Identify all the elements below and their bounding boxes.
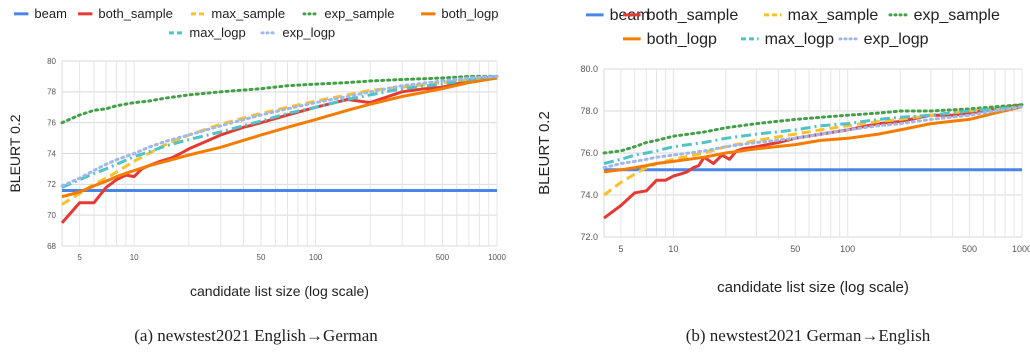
- y-tick-label: 76: [47, 118, 56, 127]
- legend-label-exp_logp: exp_logp: [282, 25, 335, 40]
- legend-label-max_sample: max_sample: [788, 7, 879, 24]
- y-tick-label: 72: [47, 180, 56, 189]
- legend-label-max_sample: max_sample: [211, 6, 285, 21]
- x-tick-label: 500: [962, 244, 977, 254]
- x-tick-label: 5: [618, 244, 623, 254]
- legend-label-both_logp: both_logp: [647, 31, 717, 48]
- series-line-max_sample: [61, 74, 498, 206]
- legend-label-both_logp: both_logp: [441, 6, 498, 21]
- series-line-both_sample: [60, 76, 498, 224]
- x-tick-label: 100: [840, 244, 855, 254]
- legend-label-exp_sample: exp_sample: [914, 7, 1000, 24]
- y-tick-label: 80: [47, 57, 56, 66]
- x-axis-title: candidate list size (log scale): [717, 279, 909, 296]
- chart-caption: (b) newstest2021 German→English: [686, 326, 931, 345]
- x-axis-title: candidate list size (log scale): [190, 283, 369, 299]
- x-tick-label: 50: [257, 253, 266, 262]
- y-tick-label: 68: [47, 242, 56, 251]
- y-axis-title: BLEURT 0.2: [536, 111, 553, 195]
- series-line-both_logp: [603, 105, 1023, 174]
- legend-label-both_sample: both_sample: [647, 7, 739, 24]
- y-tick-label: 72.0: [580, 232, 598, 242]
- y-axis-title: BLEURT 0.2: [7, 114, 23, 192]
- legend-label-max_logp: max_logp: [189, 25, 245, 40]
- chart-b: 72.0 74.0 76.0 78.0 80.0 5 10 50 100 500 1000 BLEUR…: [536, 7, 1030, 345]
- y-tick-label: 76.0: [580, 148, 598, 158]
- series-line-exp_sample: [602, 103, 1024, 155]
- x-tick-label: 1000: [488, 253, 506, 262]
- y-tick-label: 74: [47, 149, 56, 158]
- x-tick-label: 10: [668, 244, 678, 254]
- x-tick-label: 10: [130, 253, 139, 262]
- legend-label-both_sample: both_sample: [98, 6, 172, 21]
- series-line-both_logp: [61, 76, 498, 199]
- x-tick-label: 100: [309, 253, 323, 262]
- series-line-max_logp: [61, 74, 498, 189]
- legend-label-exp_logp: exp_logp: [864, 31, 929, 48]
- y-tick-label: 78.0: [580, 106, 598, 116]
- x-tick-label: 1000: [1012, 244, 1030, 254]
- x-tick-label: 50: [790, 244, 800, 254]
- legend-label-max_logp: max_logp: [765, 31, 834, 48]
- chart-a: 68 70 72 74 76 78 80 5 10 50 100 500 1000 BLEURT 0.2 c…: [7, 6, 506, 345]
- x-tick-label: 500: [436, 253, 450, 262]
- series-line-max_sample: [603, 105, 1023, 197]
- legend-label-beam: beam: [34, 6, 67, 21]
- series-line-exp_logp: [602, 105, 1024, 170]
- y-tick-label: 70: [47, 211, 56, 220]
- series-line-exp_sample: [60, 74, 499, 125]
- legend-label-exp_sample: exp_sample: [324, 6, 394, 21]
- y-tick-label: 78: [47, 88, 56, 97]
- series-line-both_sample: [603, 103, 1023, 220]
- x-tick-label: 5: [77, 253, 82, 262]
- y-tick-label: 74.0: [580, 190, 598, 200]
- chart-caption: (a) newstest2021 English→German: [134, 326, 378, 345]
- series-line-exp_logp: [60, 74, 499, 188]
- y-tick-label: 80.0: [580, 64, 598, 74]
- series-line-max_logp: [603, 105, 1023, 165]
